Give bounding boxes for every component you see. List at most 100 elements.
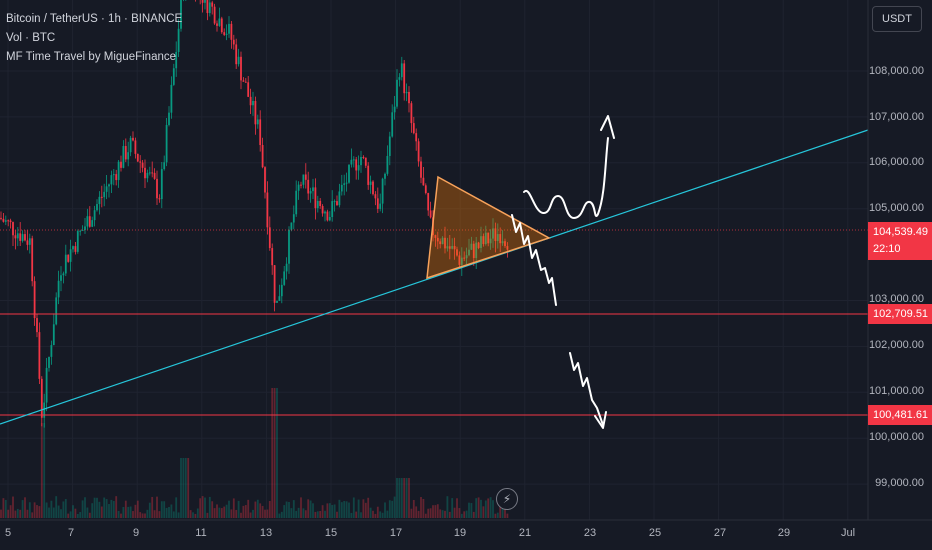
volume-bar (237, 500, 240, 518)
volume-bar (122, 506, 125, 518)
candle-body (336, 201, 338, 206)
volume-bar (276, 388, 278, 518)
volume-bar (232, 498, 235, 518)
time-tick: 27 (713, 527, 727, 539)
volume-bar (304, 510, 307, 518)
candle-body (376, 198, 379, 209)
volume-bar (324, 510, 326, 518)
candle-body (362, 157, 365, 159)
candle-body (124, 146, 127, 160)
candle-body (256, 119, 259, 125)
candle-body (24, 234, 26, 241)
candle-body (206, 0, 209, 14)
candle-body (225, 33, 228, 35)
volume-bar (345, 501, 348, 518)
candle-body (400, 63, 403, 78)
volume-bar (81, 500, 84, 518)
volume-bar (499, 502, 502, 518)
volume-bar (376, 506, 379, 518)
indicator-label[interactable]: MF Time Travel by MigueFinance (6, 51, 177, 63)
replay-button[interactable]: ⚡︎ (496, 488, 518, 510)
volume-bar (484, 500, 487, 518)
volume-bar (194, 513, 197, 518)
candle-body (91, 220, 94, 227)
volume-bar (261, 505, 264, 518)
candle-body (470, 243, 473, 250)
volume-bar (451, 498, 454, 518)
volume-bar (168, 506, 170, 518)
candle-body (355, 159, 358, 171)
candlestick-series (0, 0, 509, 428)
candle-body (379, 203, 382, 209)
volume-bar (2, 498, 5, 518)
volume-bar (117, 510, 120, 518)
candle-body (492, 228, 494, 239)
candle-body (357, 165, 360, 171)
volume-bar (266, 509, 269, 518)
candle-body (127, 152, 130, 160)
candle-body (273, 265, 276, 303)
candle-body (108, 184, 110, 187)
volume-bar (204, 497, 206, 518)
candle-body (403, 63, 406, 94)
candle-body (0, 217, 2, 219)
volume-bar (321, 505, 324, 518)
volume-bar (357, 499, 360, 518)
bearish-projection-drawing-1[interactable] (511, 214, 557, 306)
candle-body (62, 273, 65, 276)
candle-body (201, 0, 204, 3)
candle-body (177, 28, 180, 52)
volume-bar (271, 388, 274, 518)
bullish-projection-drawing[interactable] (523, 137, 609, 220)
volume-bar (288, 502, 290, 518)
candle-body (232, 39, 235, 45)
currency-button[interactable]: USDT (872, 6, 922, 32)
candle-body (252, 101, 254, 106)
time-tick: Jul (840, 527, 856, 539)
volume-bar (328, 503, 331, 518)
price-line-label-102709: 102,709.51 (868, 304, 932, 324)
bearish-projection-drawing-2[interactable] (569, 352, 604, 426)
volume-bar (268, 500, 271, 518)
volume-bar (223, 506, 226, 518)
candle-body (506, 246, 509, 250)
symbol-title[interactable]: Bitcoin / TetherUS · 1h · BINANCE (6, 13, 183, 25)
time-tick: 29 (777, 527, 791, 539)
price-tick: 101,000.00 (868, 385, 924, 397)
candle-body (139, 161, 142, 163)
volume-bar (228, 500, 230, 518)
candle-body (333, 201, 336, 203)
volume-bar (211, 501, 214, 518)
candle-body (386, 155, 389, 174)
volume-bar (206, 512, 209, 518)
volume-bar (316, 511, 319, 518)
volume-bar (240, 512, 242, 518)
volume-bar (57, 505, 60, 518)
time-tick: 11 (195, 527, 207, 539)
volume-bar (256, 499, 259, 518)
volume-bar (264, 509, 266, 518)
candle-body (12, 222, 14, 236)
volume-indicator-label[interactable]: Vol · BTC (6, 32, 56, 44)
candle-body (60, 275, 62, 281)
candle-body (69, 249, 72, 262)
volume-bar (480, 499, 482, 518)
candle-body (45, 367, 48, 403)
volume-bar (64, 499, 67, 518)
volume-bar (436, 504, 439, 518)
candle-body (295, 190, 298, 215)
candle-body (146, 172, 149, 179)
volume-bar (369, 507, 372, 518)
candle-body (2, 218, 5, 222)
time-tick: 25 (648, 527, 662, 539)
candle-body (228, 23, 230, 34)
volume-bar (158, 511, 161, 518)
ascending-trendline[interactable] (0, 129, 869, 425)
volume-bar (360, 512, 362, 518)
candle-body (460, 257, 463, 265)
candle-body (499, 234, 502, 244)
triangle-pattern[interactable] (426, 175, 551, 280)
candle-body (160, 169, 163, 200)
candle-body (480, 236, 482, 248)
